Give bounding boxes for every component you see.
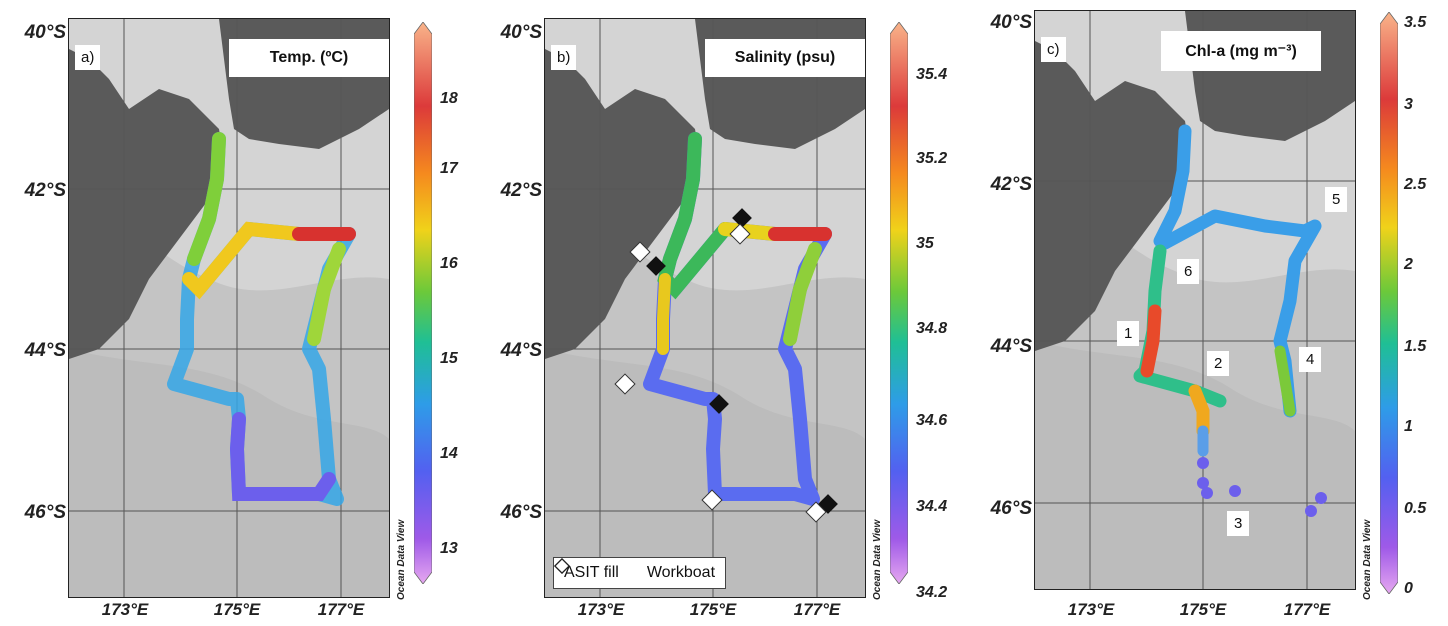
map-canvas [545, 19, 865, 597]
watermark: Ocean Data View [396, 519, 407, 600]
panel-salinity: 40°S 42°S 44°S 46°S [476, 0, 956, 626]
colorbar-tick: 34.2 [916, 584, 948, 601]
map-chlorophyll: c) Chl-a (mg m⁻³) 1 2 3 4 5 6 [1034, 10, 1356, 590]
colorbar-tick: 34.6 [916, 412, 948, 429]
lat-label-40s: 40°S [24, 22, 66, 43]
panel-label: a) [75, 45, 101, 70]
station-label-5: 5 [1325, 187, 1348, 212]
variable-title: Temp. (ºC) [229, 39, 389, 77]
lon-label-173e: 173°E [577, 600, 625, 619]
lat-label-40s: 40°S [990, 12, 1032, 33]
legend-label-workboat: Workboat [646, 564, 716, 581]
lat-label-46s: 46°S [990, 498, 1032, 519]
colorbar-tick: 14 [440, 445, 458, 462]
colorbar-tick: 1 [1404, 418, 1413, 435]
lat-label-46s: 46°S [500, 502, 542, 523]
lon-label-175e: 175°E [1179, 600, 1227, 619]
watermark: Ocean Data View [1362, 519, 1373, 600]
map-temperature: a) Temp. (ºC) [68, 18, 390, 598]
colorbar-tick: 0.5 [1404, 500, 1427, 517]
workboat-marker [805, 501, 827, 523]
station-label-4: 4 [1299, 347, 1322, 372]
lat-label-44s: 44°S [24, 340, 66, 361]
colorbar-tick: 34.4 [916, 498, 948, 515]
colorbar-tick: 35 [916, 235, 934, 252]
workboat-marker [701, 489, 723, 511]
map-salinity: b) Salinity (psu) ASIT fill Workboat [544, 18, 866, 598]
lat-label-42s: 42°S [24, 180, 66, 201]
legend-item-workboat: Workboat [554, 558, 716, 582]
workboat-marker [729, 223, 751, 245]
colorbar-tick: 17 [440, 160, 458, 177]
panel-chlorophyll: 40°S 42°S 44°S 46°S [966, 0, 1446, 626]
map-canvas [1035, 11, 1355, 589]
hollow-diamond-icon [554, 558, 570, 574]
colorbar-tick: 2 [1404, 256, 1413, 273]
lat-label-44s: 44°S [990, 336, 1032, 357]
colorbar-tick: 15 [440, 350, 458, 367]
panel-label: b) [551, 45, 577, 70]
colorbar [1379, 11, 1399, 595]
colorbar [413, 21, 433, 585]
lat-label-42s: 42°S [990, 174, 1032, 195]
variable-title: Chl-a (mg m⁻³) [1161, 31, 1321, 71]
legend-label-asit: ASIT fill [564, 564, 619, 581]
colorbar-tick: 35.2 [916, 150, 948, 167]
lat-label-42s: 42°S [500, 180, 542, 201]
lon-label-175e: 175°E [213, 600, 261, 619]
workboat-marker [629, 241, 651, 263]
map-canvas [69, 19, 389, 597]
colorbar-tick: 2.5 [1404, 176, 1427, 193]
lat-label-46s: 46°S [24, 502, 66, 523]
colorbar-tick: 16 [440, 255, 458, 272]
lon-label-173e: 173°E [1067, 600, 1115, 619]
workboat-marker [614, 373, 636, 395]
asit-fill-marker [709, 394, 729, 414]
station-label-3: 3 [1227, 511, 1250, 536]
colorbar-tick: 34.8 [916, 320, 948, 337]
colorbar-tick: 1.5 [1404, 338, 1427, 355]
station-label-2: 2 [1207, 351, 1230, 376]
colorbar-tick: 18 [440, 90, 458, 107]
station-label-6: 6 [1177, 259, 1200, 284]
lon-label-173e: 173°E [101, 600, 149, 619]
panel-temperature: 40°S 42°S 44°S 46°S a) Temp. (ºC) 173°E [0, 0, 480, 626]
colorbar-tick: 0 [1404, 580, 1413, 597]
watermark: Ocean Data View [872, 519, 883, 600]
station-label-1: 1 [1117, 321, 1140, 346]
marker-legend: ASIT fill Workboat [553, 557, 727, 589]
colorbar-tick: 35.4 [916, 66, 948, 83]
variable-title: Salinity (psu) [705, 39, 865, 77]
lon-label-177e: 177°E [317, 600, 365, 619]
legend-item-asit: ASIT fill [554, 558, 619, 582]
lon-label-177e: 177°E [1283, 600, 1331, 619]
lat-label-44s: 44°S [500, 340, 542, 361]
lon-label-177e: 177°E [793, 600, 841, 619]
colorbar-tick: 13 [440, 540, 458, 557]
colorbar-tick: 3.5 [1404, 14, 1427, 31]
panel-label: c) [1041, 37, 1066, 62]
colorbar [889, 21, 909, 585]
lat-label-40s: 40°S [500, 22, 542, 43]
lon-label-175e: 175°E [689, 600, 737, 619]
colorbar-tick: 3 [1404, 96, 1413, 113]
